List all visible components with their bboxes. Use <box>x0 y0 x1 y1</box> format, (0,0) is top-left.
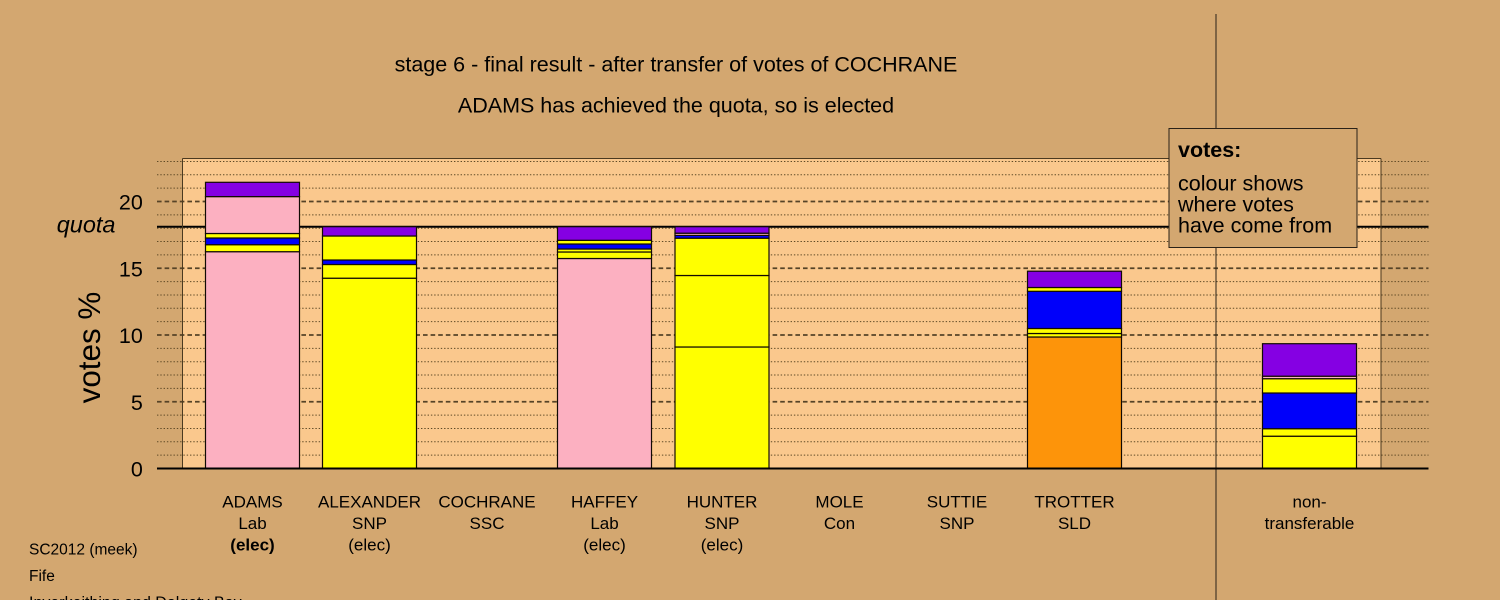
svg-text:(elec): (elec) <box>348 536 391 555</box>
svg-text:TROTTER: TROTTER <box>1034 493 1114 512</box>
svg-text:Lab: Lab <box>238 514 266 533</box>
svg-text:non-: non- <box>1292 493 1326 512</box>
svg-text:HUNTER: HUNTER <box>687 493 758 512</box>
svg-text:transferable: transferable <box>1265 514 1355 533</box>
svg-text:votes %: votes % <box>72 292 107 404</box>
svg-text:MOLE: MOLE <box>815 493 863 512</box>
svg-text:Lab: Lab <box>590 514 618 533</box>
svg-text:ADAMS has achieved the quota,: ADAMS has achieved the quota, so is elec… <box>458 94 894 118</box>
svg-text:(elec): (elec) <box>583 536 626 555</box>
svg-text:where votes: where votes <box>1177 192 1294 216</box>
svg-text:ALEXANDER: ALEXANDER <box>318 493 421 512</box>
svg-text:stage 6 - final result - after: stage 6 - final result - after transfer … <box>395 53 958 77</box>
svg-text:SSC: SSC <box>470 514 505 533</box>
svg-text:(elec): (elec) <box>230 536 274 555</box>
svg-text:HAFFEY: HAFFEY <box>571 493 638 512</box>
svg-text:votes:: votes: <box>1178 138 1241 162</box>
svg-text:(elec): (elec) <box>701 536 744 555</box>
svg-text:5: 5 <box>131 391 143 415</box>
svg-text:COCHRANE: COCHRANE <box>438 493 535 512</box>
svg-text:SUTTIE: SUTTIE <box>927 493 987 512</box>
svg-text:SLD: SLD <box>1058 514 1091 533</box>
svg-text:colour shows: colour shows <box>1178 171 1303 195</box>
svg-text:15: 15 <box>119 257 143 281</box>
svg-text:10: 10 <box>119 324 143 348</box>
svg-text:have come from: have come from <box>1178 213 1332 237</box>
svg-text:Fife: Fife <box>29 568 55 585</box>
svg-text:SNP: SNP <box>705 514 740 533</box>
svg-text:SNP: SNP <box>352 514 387 533</box>
svg-text:Inverkeithing and Dalgety Bay: Inverkeithing and Dalgety Bay <box>29 595 242 600</box>
svg-text:quota: quota <box>57 212 116 238</box>
svg-text:0: 0 <box>131 458 143 482</box>
svg-text:SNP: SNP <box>940 514 975 533</box>
svg-text:20: 20 <box>119 191 143 215</box>
svg-text:ADAMS: ADAMS <box>222 493 282 512</box>
svg-text:SC2012 (meek): SC2012 (meek) <box>29 542 138 559</box>
svg-text:Con: Con <box>824 514 855 533</box>
